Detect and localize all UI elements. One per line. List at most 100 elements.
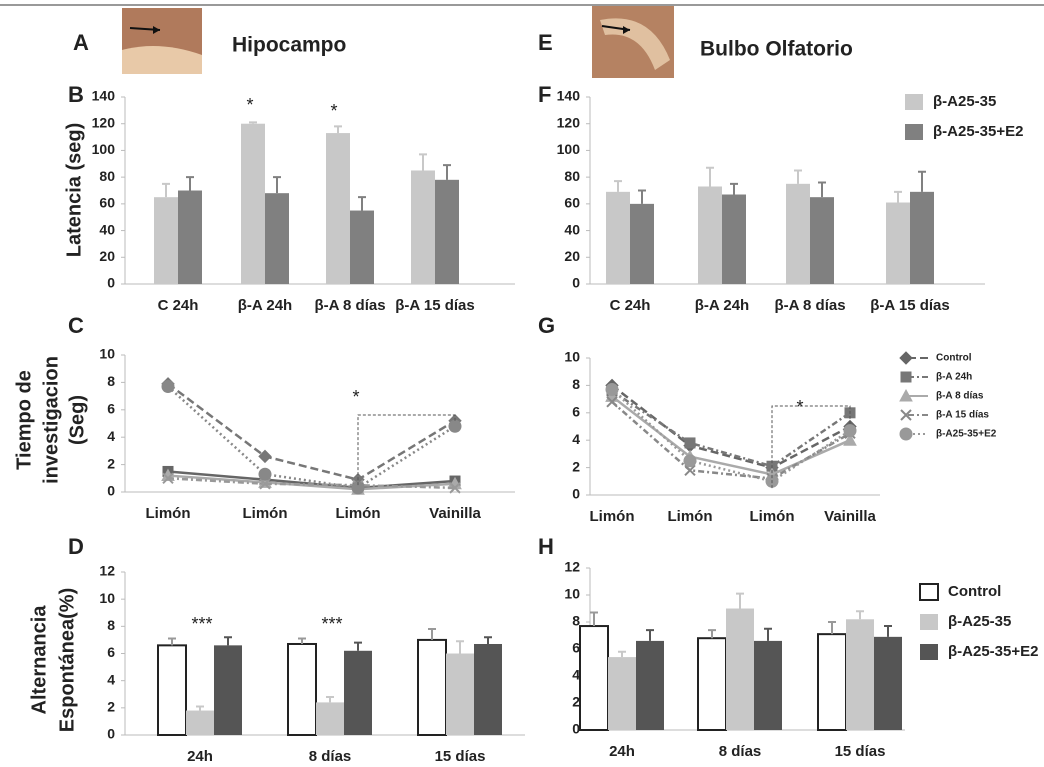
legend-label: β-A 8 días [936,391,984,402]
bar [154,197,178,284]
x-tick-label: β-A 8 días [774,297,845,314]
y-tick-label: 4 [572,431,580,447]
error-bar [456,641,464,653]
line [168,387,455,488]
annotation: *** [191,614,212,634]
y-axis-label: Latencia (seg) [63,123,85,257]
figure: A Hipocampo E Bulbo Olfatorio BLatencia … [0,0,1044,767]
y-tick-label: 10 [564,349,580,365]
panel-letter: B [68,82,84,107]
bar [726,609,754,731]
legend-label: β-A25-35+E2 [948,643,1038,660]
bar [810,197,834,284]
bar [874,637,902,730]
error-bar [334,126,342,133]
error-bar [794,170,802,183]
legend-swatch [920,584,938,600]
y-axis-label: investigacion [40,356,62,484]
error-bar [484,637,492,644]
panel-letter: E [538,30,553,55]
bar [265,193,289,284]
error-bar [818,182,826,197]
error-bar [646,630,654,641]
error-bar [884,626,892,637]
bar [241,124,265,284]
x-tick-label: β-A 24h [695,297,749,314]
y-tick-label: 6 [107,401,115,417]
bracket [358,415,455,485]
bar [474,644,502,735]
legend-swatch [905,94,923,110]
bar [350,211,374,284]
error-bar [326,697,334,702]
x-tick-label: Vainilla [429,505,481,522]
x-tick-label: Vainilla [824,508,876,525]
legend-label: β-A25-35+E2 [936,429,997,440]
bar [326,133,350,284]
error-bar [162,184,170,197]
marker [259,468,271,480]
panel-letter: F [538,82,551,107]
legend-swatch [905,124,923,140]
marker [901,372,911,382]
line [168,384,455,480]
bar [158,645,186,735]
error-bar [856,611,864,619]
y-tick-label: 10 [99,590,115,606]
y-tick-label: 10 [99,346,115,362]
x-tick-label: 24h [609,743,635,760]
y-tick-label: 0 [107,483,115,499]
y-tick-label: 60 [564,195,580,211]
x-tick-label: Limón [668,508,713,525]
y-tick-label: 0 [572,486,580,502]
bar [316,702,344,735]
y-axis-label: (Seg) [66,395,88,445]
error-bar [428,629,436,640]
bar [754,641,782,730]
x-tick-label: 15 días [835,743,886,760]
legend-label: β-A25-35+E2 [933,123,1023,140]
annotation: * [330,101,337,121]
y-tick-label: 0 [107,275,115,291]
y-tick-label: 100 [557,141,581,157]
error-bar [618,652,626,657]
legend-label: Control [948,583,1001,600]
marker [449,420,461,432]
x-tick-label: C 24h [610,297,651,314]
y-tick-label: 10 [564,586,580,602]
y-tick-label: 20 [564,248,580,264]
x-tick-label: Limón [750,508,795,525]
y-axis-label: Tiempo de [13,370,35,470]
x-tick-label: Limón [336,505,381,522]
y-tick-label: 12 [99,563,115,579]
bar [910,192,934,284]
y-tick-label: 140 [92,88,116,104]
y-tick-label: 4 [107,428,115,444]
x-tick-label: β-A 24h [238,297,292,314]
y-tick-label: 12 [564,559,580,575]
error-bar [614,181,622,192]
error-bar [828,622,836,634]
bar [418,640,446,735]
error-bar [273,177,281,193]
x-tick-label: 15 días [435,748,486,765]
y-tick-label: 4 [107,671,115,687]
bracket [772,406,850,488]
marker [684,455,696,467]
marker [900,352,912,364]
bar [608,657,636,730]
y-tick-label: 0 [572,275,580,291]
panel-title: Hipocampo [232,34,346,57]
y-tick-label: 8 [107,617,115,633]
annotation: * [796,397,803,417]
y-tick-label: 120 [92,114,116,130]
error-bar [358,197,366,210]
line [612,396,850,474]
x-tick-label: β-A 15 días [395,297,474,314]
error-bar [196,706,204,710]
bar [178,191,202,285]
x-tick-label: Limón [590,508,635,525]
y-tick-label: 0 [107,726,115,742]
y-tick-label: 40 [564,221,580,237]
error-bar [354,643,362,651]
